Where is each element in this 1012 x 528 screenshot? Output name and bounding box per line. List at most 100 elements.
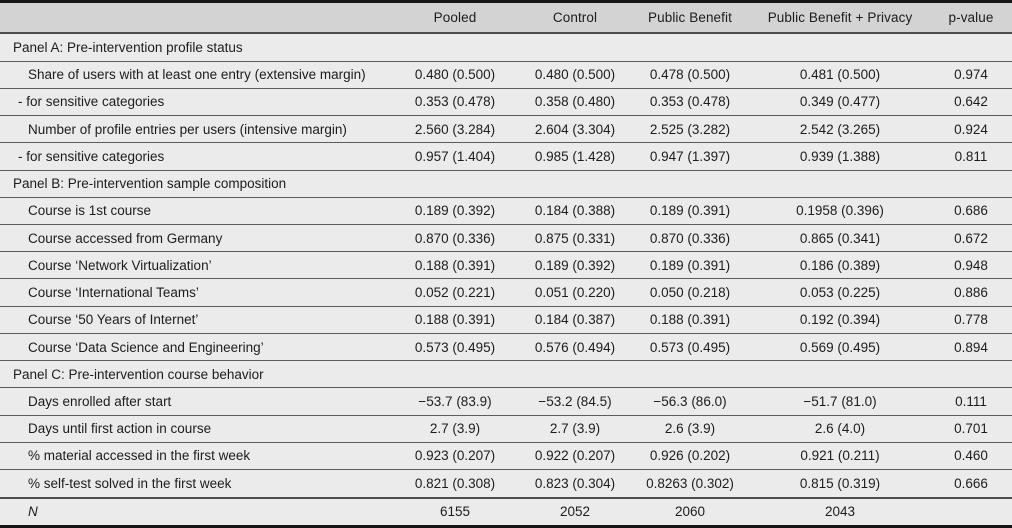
table-row: Course accessed from Germany 0.870 (0.336…: [0, 223, 1012, 252]
cell-value: 0.957 (1.404): [390, 142, 520, 171]
cell-value: 2060: [630, 496, 750, 525]
cell-value: 0.701: [930, 414, 1012, 443]
row-label: % self-test solved in the first week: [0, 469, 390, 498]
cell-value: 0.189 (0.391): [630, 251, 750, 279]
table-row: - for sensitive categories 0.353 (0.478) 0…: [0, 87, 1012, 116]
cell-value: 0.811: [930, 142, 1012, 171]
cell-value: 0.8263 (0.302): [630, 469, 750, 498]
cell-value: 0.053 (0.225): [750, 278, 930, 307]
cell-value: 0.481 (0.500): [750, 60, 930, 89]
row-label: % material accessed in the first week: [0, 441, 390, 470]
cell-value: [930, 496, 1012, 525]
cell-value: 0.349 (0.477): [750, 87, 930, 116]
cell-value: 0.948: [930, 251, 1012, 279]
cell-value: 0.924: [930, 115, 1012, 143]
panel-header-row: Panel C: Pre-intervention course behavio…: [0, 360, 1012, 388]
cell-value: 0.460: [930, 441, 1012, 470]
row-label: Course ‘50 Years of Internet’: [0, 305, 390, 334]
column-header-pooled: Pooled: [390, 3, 520, 34]
cell-value: 2043: [750, 496, 930, 525]
cell-value: 2.6 (3.9): [630, 414, 750, 443]
cell-value: −53.7 (83.9): [390, 387, 520, 416]
cell-value: 2.7 (3.9): [390, 414, 520, 443]
cell-value: 0.189 (0.391): [630, 196, 750, 225]
cell-value: 0.480 (0.500): [520, 60, 630, 89]
cell-value: 0.875 (0.331): [520, 223, 630, 252]
cell-value: 0.666: [930, 469, 1012, 498]
table-row: % material accessed in the first week 0.9…: [0, 441, 1012, 470]
table-row: Course is 1st course 0.189 (0.392) 0.184 (…: [0, 196, 1012, 225]
panel-title: Panel B: Pre-intervention sample composi…: [0, 169, 1012, 198]
row-label: Course ‘Network Virtualization’: [0, 251, 390, 279]
column-header-public-benefit: Public Benefit: [630, 3, 750, 34]
cell-value: 0.923 (0.207): [390, 441, 520, 470]
cell-value: 0.189 (0.392): [520, 251, 630, 279]
row-label: Days until first action in course: [0, 414, 390, 443]
cell-value: 0.480 (0.500): [390, 60, 520, 89]
cell-value: 0.050 (0.218): [630, 278, 750, 307]
cell-value: 0.353 (0.478): [390, 87, 520, 116]
row-label: Number of profile entries per users (int…: [0, 115, 390, 143]
cell-value: 0.686: [930, 196, 1012, 225]
table-row: - for sensitive categories 0.957 (1.404) 0…: [0, 142, 1012, 171]
header-row: Pooled Control Public Benefit Public Ben…: [0, 3, 1012, 34]
cell-value: 0.052 (0.221): [390, 278, 520, 307]
cell-value: 0.865 (0.341): [750, 223, 930, 252]
table-row: Days enrolled after start −53.7 (83.9) −53…: [0, 387, 1012, 416]
cell-value: 0.188 (0.391): [630, 305, 750, 334]
row-label: Course accessed from Germany: [0, 223, 390, 252]
cell-value: 0.192 (0.394): [750, 305, 930, 334]
cell-value: 0.815 (0.319): [750, 469, 930, 498]
cell-value: 0.974: [930, 60, 1012, 89]
cell-value: 0.1958 (0.396): [750, 196, 930, 225]
cell-value: 0.823 (0.304): [520, 469, 630, 498]
cell-value: 0.111: [930, 387, 1012, 416]
cell-value: 0.926 (0.202): [630, 441, 750, 470]
column-header-empty: [0, 3, 390, 34]
cell-value: 0.186 (0.389): [750, 251, 930, 279]
cell-value: 0.939 (1.388): [750, 142, 930, 171]
cell-value: 0.576 (0.494): [520, 332, 630, 361]
cell-value: 0.353 (0.478): [630, 87, 750, 116]
cell-value: 2.525 (3.282): [630, 115, 750, 143]
cell-value: −53.2 (84.5): [520, 387, 630, 416]
cell-value: 0.947 (1.397): [630, 142, 750, 171]
cell-value: 0.642: [930, 87, 1012, 116]
row-label-n: N: [0, 496, 390, 525]
cell-value: 0.922 (0.207): [520, 441, 630, 470]
table-row: % self-test solved in the first week 0.82…: [0, 469, 1012, 498]
cell-value: 0.870 (0.336): [390, 223, 520, 252]
sample-size-row: N 6155 2052 2060 2043: [0, 496, 1012, 525]
cell-value: 0.573 (0.495): [630, 332, 750, 361]
table-row: Number of profile entries per users (int…: [0, 115, 1012, 143]
cell-value: 0.188 (0.391): [390, 305, 520, 334]
cell-value: 0.184 (0.388): [520, 196, 630, 225]
cell-value: 0.051 (0.220): [520, 278, 630, 307]
cell-value: 0.358 (0.480): [520, 87, 630, 116]
cell-value: 0.478 (0.500): [630, 60, 750, 89]
cell-value: 0.985 (1.428): [520, 142, 630, 171]
table-row: Course ‘50 Years of Internet’ 0.188 (0.39…: [0, 305, 1012, 334]
cell-value: −56.3 (86.0): [630, 387, 750, 416]
cell-value: 0.672: [930, 223, 1012, 252]
table-row: Share of users with at least one entry (…: [0, 60, 1012, 89]
row-label: - for sensitive categories: [0, 87, 390, 116]
cell-value: 2.560 (3.284): [390, 115, 520, 143]
cell-value: 0.569 (0.495): [750, 332, 930, 361]
cell-value: 6155: [390, 496, 520, 525]
table-header: Pooled Control Public Benefit Public Ben…: [0, 3, 1012, 34]
row-label: - for sensitive categories: [0, 142, 390, 171]
balance-table: Pooled Control Public Benefit Public Ben…: [0, 3, 1012, 525]
table-body: Panel A: Pre-intervention profile status…: [0, 33, 1012, 525]
panel-header-row: Panel B: Pre-intervention sample composi…: [0, 169, 1012, 198]
cell-value: 2.604 (3.304): [520, 115, 630, 143]
table-row: Course ‘International Teams’ 0.052 (0.221…: [0, 278, 1012, 307]
row-label: Days enrolled after start: [0, 387, 390, 416]
cell-value: 0.886: [930, 278, 1012, 307]
cell-value: 0.573 (0.495): [390, 332, 520, 361]
table-row: Course ‘Network Virtualization’ 0.188 (0.…: [0, 251, 1012, 279]
cell-value: 0.894: [930, 332, 1012, 361]
cell-value: 0.821 (0.308): [390, 469, 520, 498]
cell-value: 0.778: [930, 305, 1012, 334]
